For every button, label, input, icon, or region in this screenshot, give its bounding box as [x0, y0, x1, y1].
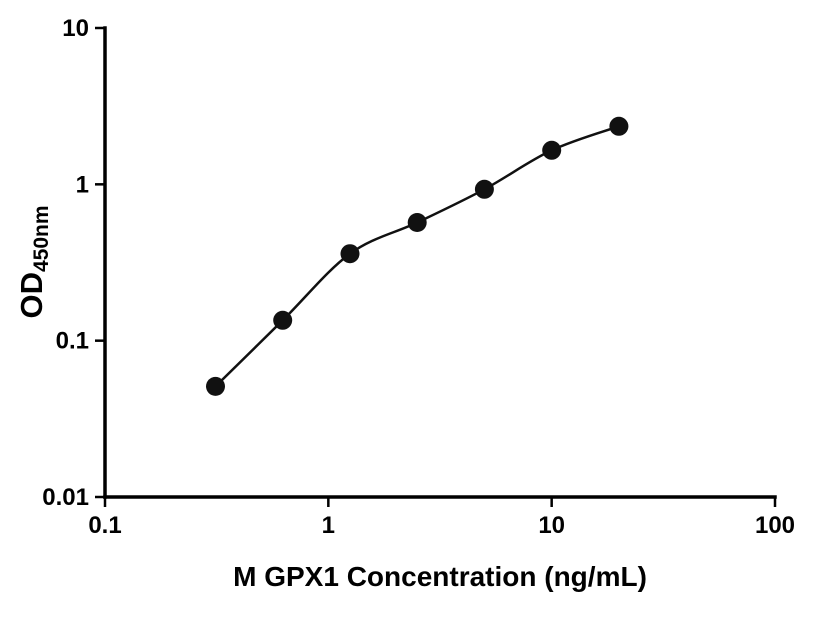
y-tick-label: 0.1 [56, 328, 89, 355]
y-axis-title-subscript: 450nm [30, 205, 53, 272]
y-tick-label: 10 [62, 15, 89, 42]
y-axis-title: OD450nm [14, 205, 53, 318]
data-point [206, 376, 225, 396]
x-tick-label: 100 [755, 512, 795, 539]
x-tick-label: 1 [322, 512, 335, 539]
data-point [609, 116, 629, 136]
x-axis-title: M GPX1 Concentration (ng/mL) [233, 561, 647, 592]
data-point [273, 310, 293, 330]
chart-plot-layer [206, 116, 629, 396]
y-axis-title-main: OD [14, 272, 49, 319]
data-point [474, 179, 494, 199]
x-tick-label: 0.1 [88, 512, 121, 539]
y-tick-label: 1 [76, 171, 89, 198]
data-point [542, 140, 562, 160]
x-tick-label: 10 [538, 512, 565, 539]
y-tick-label: 0.01 [42, 484, 89, 511]
data-point [340, 244, 360, 264]
data-point [407, 213, 427, 232]
fit-curve [214, 125, 620, 388]
